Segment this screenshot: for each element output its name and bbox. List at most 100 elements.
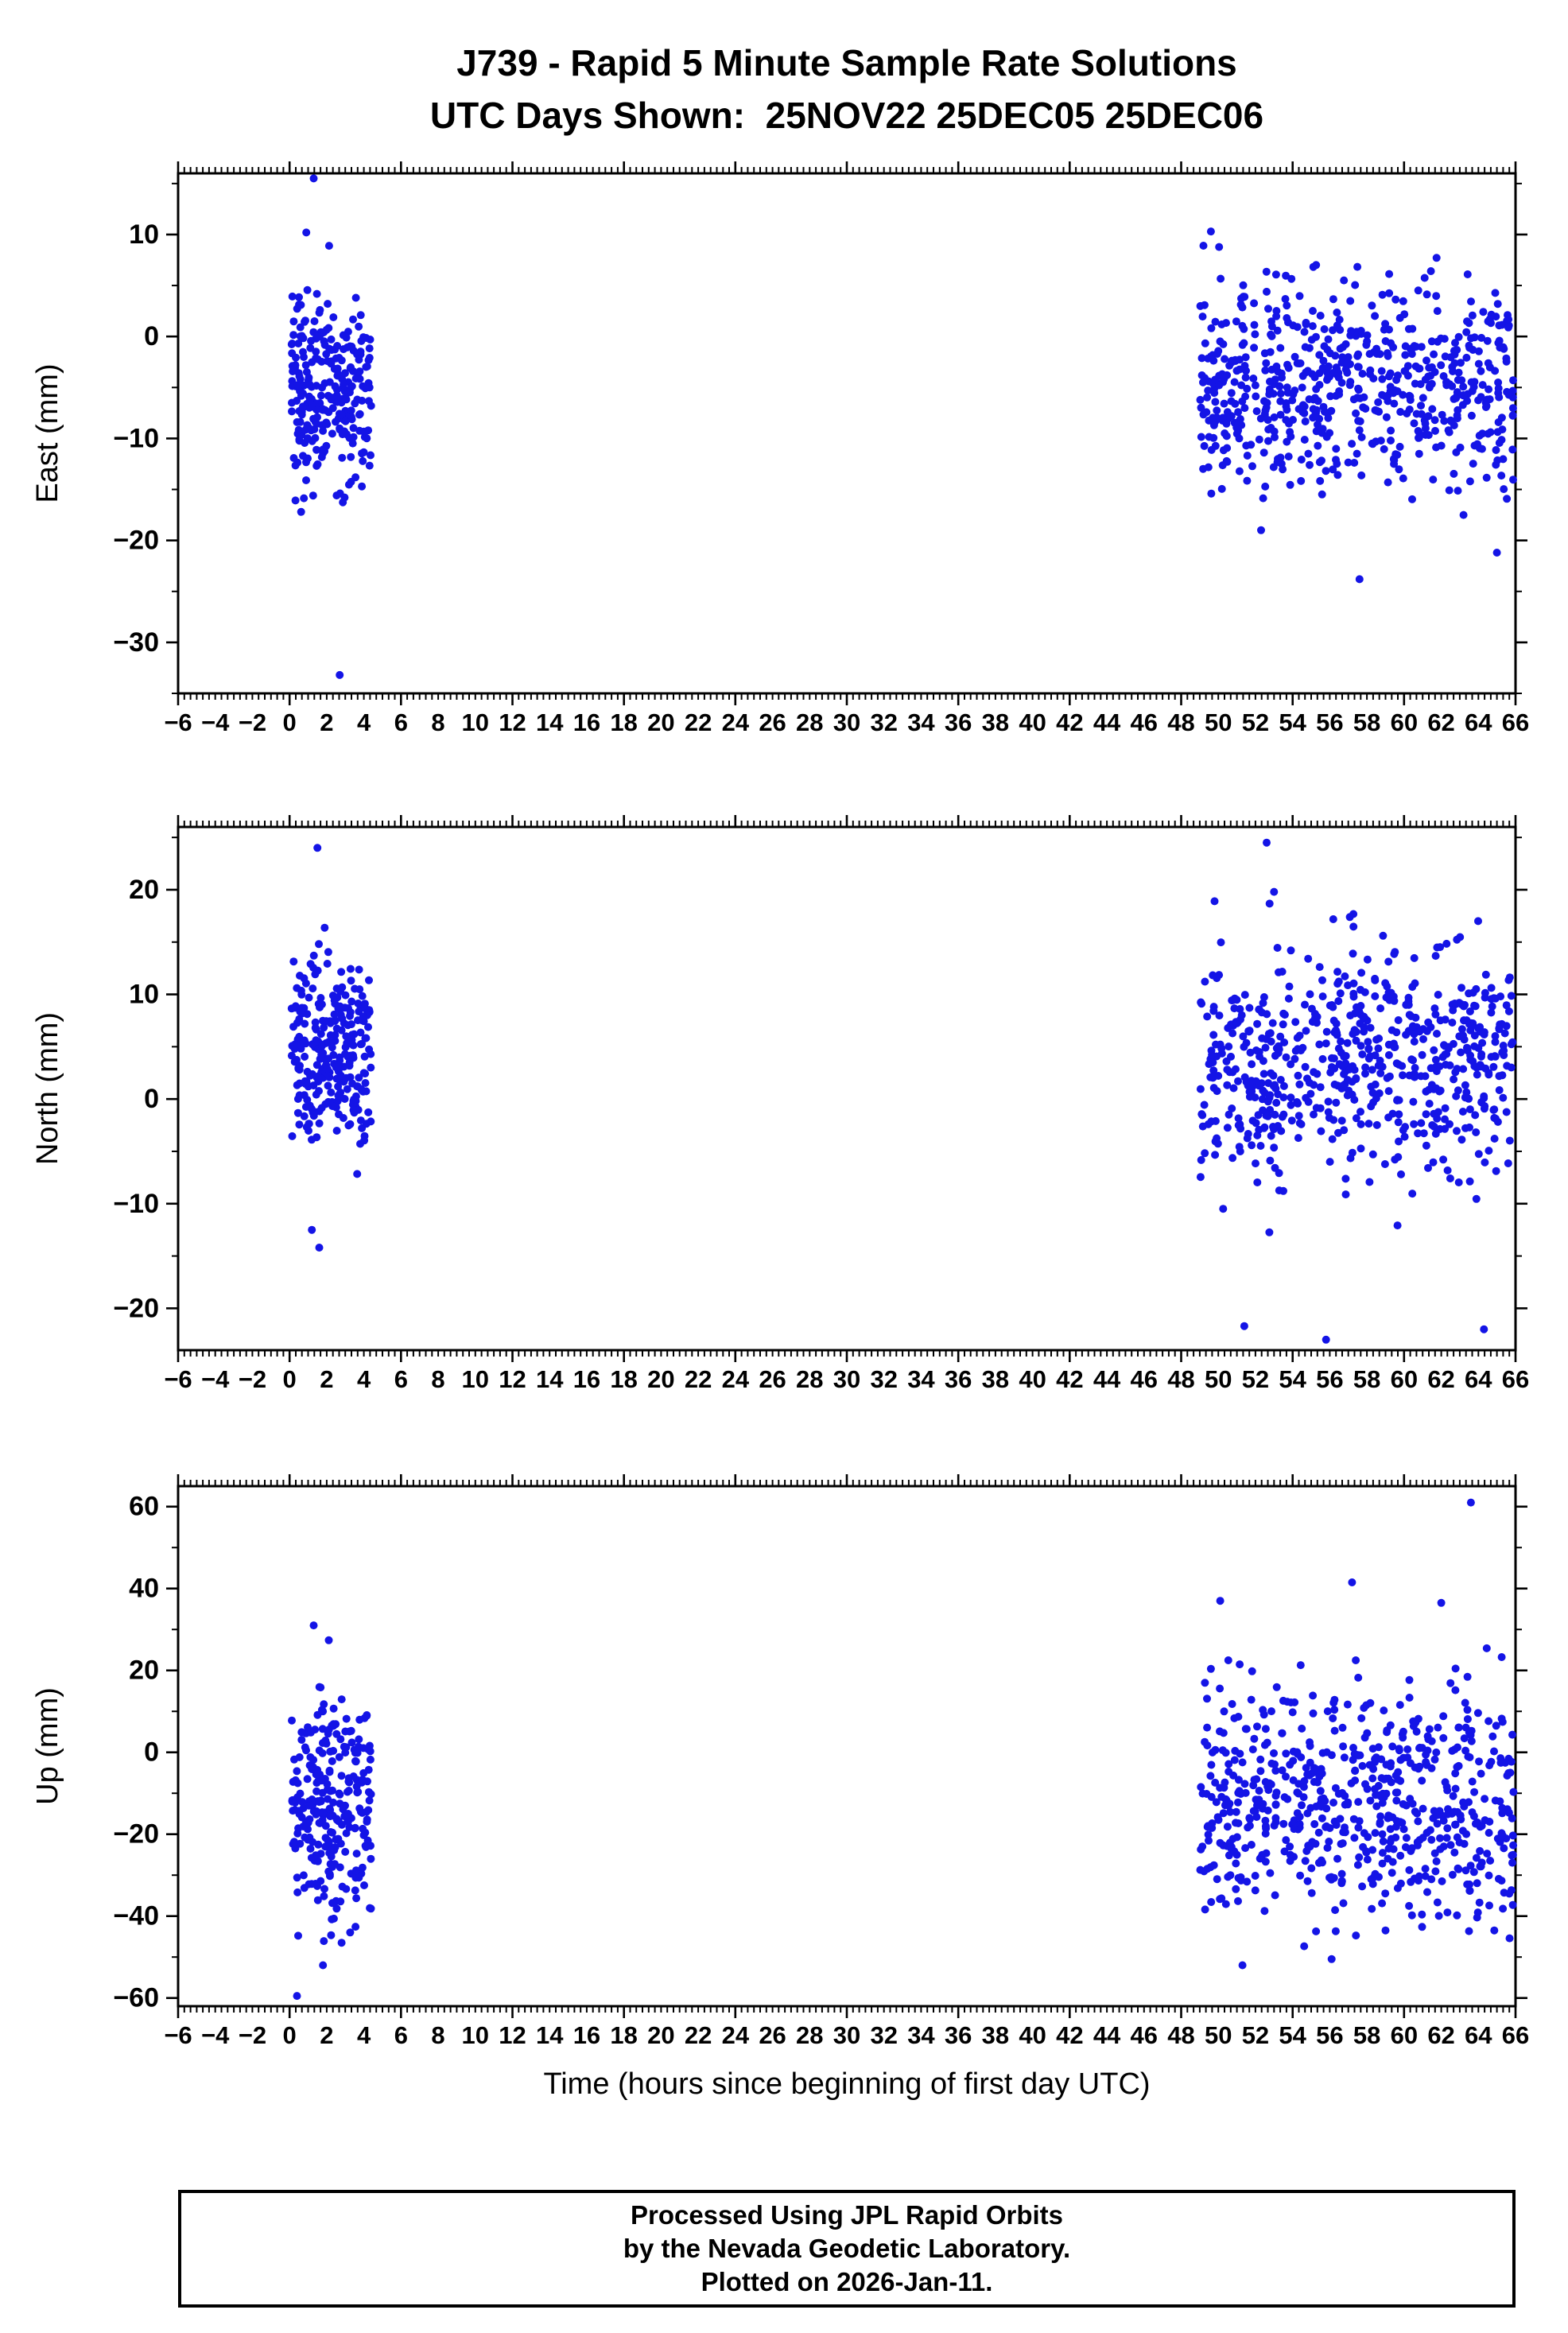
svg-text:30: 30 bbox=[833, 1365, 860, 1393]
svg-text:−10: −10 bbox=[113, 423, 159, 453]
svg-text:62: 62 bbox=[1427, 708, 1454, 736]
svg-text:32: 32 bbox=[870, 708, 897, 736]
svg-text:38: 38 bbox=[982, 1365, 1009, 1393]
svg-text:North (mm): North (mm) bbox=[31, 1012, 64, 1165]
svg-text:12: 12 bbox=[499, 1365, 526, 1393]
svg-text:66: 66 bbox=[1502, 708, 1529, 736]
north-plot: −6 −4 −2 0 2 4 6 8 10 12 14 16 18 20 22 24 26 28 30 32 34 36 3… bbox=[31, 815, 1529, 1393]
svg-text:0: 0 bbox=[144, 1737, 159, 1768]
svg-text:44: 44 bbox=[1093, 2021, 1121, 2049]
svg-text:58: 58 bbox=[1353, 2021, 1380, 2049]
svg-text:56: 56 bbox=[1316, 2021, 1343, 2049]
svg-text:42: 42 bbox=[1056, 708, 1083, 736]
svg-text:2: 2 bbox=[320, 1365, 333, 1393]
svg-text:24: 24 bbox=[722, 1365, 750, 1393]
data-points bbox=[288, 1498, 1518, 2001]
svg-text:20: 20 bbox=[129, 1656, 159, 1686]
svg-text:50: 50 bbox=[1205, 708, 1232, 736]
svg-text:50: 50 bbox=[1205, 1365, 1232, 1393]
svg-text:38: 38 bbox=[982, 708, 1009, 736]
svg-text:36: 36 bbox=[945, 2021, 972, 2049]
svg-text:46: 46 bbox=[1131, 2021, 1158, 2049]
svg-text:66: 66 bbox=[1502, 2021, 1529, 2049]
svg-text:4: 4 bbox=[357, 708, 371, 736]
svg-text:0: 0 bbox=[283, 708, 297, 736]
svg-text:−2: −2 bbox=[239, 2021, 266, 2049]
svg-text:−40: −40 bbox=[113, 1901, 159, 1931]
svg-text:56: 56 bbox=[1316, 708, 1343, 736]
svg-text:30: 30 bbox=[833, 2021, 860, 2049]
svg-text:22: 22 bbox=[685, 708, 712, 736]
svg-text:44: 44 bbox=[1093, 1365, 1121, 1393]
svg-text:−4: −4 bbox=[201, 708, 230, 736]
svg-text:16: 16 bbox=[573, 708, 600, 736]
svg-text:64: 64 bbox=[1465, 1365, 1492, 1393]
svg-text:4: 4 bbox=[357, 1365, 371, 1393]
svg-text:0: 0 bbox=[283, 1365, 297, 1393]
svg-text:14: 14 bbox=[536, 2021, 564, 2049]
svg-text:−30: −30 bbox=[113, 627, 159, 658]
svg-text:42: 42 bbox=[1056, 2021, 1083, 2049]
svg-text:12: 12 bbox=[499, 2021, 526, 2049]
svg-text:−6: −6 bbox=[164, 708, 192, 736]
svg-text:6: 6 bbox=[394, 2021, 408, 2049]
svg-text:20: 20 bbox=[647, 2021, 674, 2049]
svg-text:26: 26 bbox=[759, 708, 786, 736]
svg-text:−2: −2 bbox=[239, 708, 266, 736]
svg-text:58: 58 bbox=[1353, 1365, 1380, 1393]
svg-text:20: 20 bbox=[647, 708, 674, 736]
svg-text:62: 62 bbox=[1427, 2021, 1454, 2049]
svg-text:32: 32 bbox=[870, 2021, 897, 2049]
svg-text:48: 48 bbox=[1167, 2021, 1194, 2049]
svg-text:62: 62 bbox=[1427, 1365, 1454, 1393]
svg-text:−60: −60 bbox=[113, 1983, 159, 2013]
svg-text:Up (mm): Up (mm) bbox=[31, 1687, 64, 1805]
svg-text:4: 4 bbox=[357, 2021, 371, 2049]
svg-text:48: 48 bbox=[1167, 708, 1194, 736]
page-subtitle: UTC Days Shown: 25NOV22 25DEC05 25DEC06 bbox=[429, 95, 1264, 136]
svg-text:38: 38 bbox=[982, 2021, 1009, 2049]
svg-text:60: 60 bbox=[1391, 708, 1418, 736]
svg-text:24: 24 bbox=[722, 2021, 750, 2049]
svg-text:10: 10 bbox=[462, 2021, 489, 2049]
svg-text:10: 10 bbox=[129, 980, 159, 1010]
svg-text:16: 16 bbox=[573, 1365, 600, 1393]
svg-text:0: 0 bbox=[283, 2021, 297, 2049]
svg-text:44: 44 bbox=[1093, 708, 1121, 736]
svg-text:46: 46 bbox=[1131, 708, 1158, 736]
svg-text:10: 10 bbox=[462, 1365, 489, 1393]
svg-text:56: 56 bbox=[1316, 1365, 1343, 1393]
footer-box: Processed Using JPL Rapid Orbits by the … bbox=[178, 2190, 1516, 2308]
svg-text:34: 34 bbox=[907, 2021, 935, 2049]
svg-text:32: 32 bbox=[870, 1365, 897, 1393]
svg-text:14: 14 bbox=[536, 708, 564, 736]
svg-text:52: 52 bbox=[1242, 708, 1269, 736]
east-plot: −6 −4 −2 0 2 4 6 8 10 12 14 16 18 20 22 24 26 28 30 32 34 36 3… bbox=[31, 161, 1529, 736]
axes: −6 −4 −2 0 2 4 6 8 10 12 14 16 18 20 22 24 26 28 30 32 34 36 3… bbox=[31, 161, 1529, 736]
svg-text:40: 40 bbox=[1019, 708, 1046, 736]
svg-text:22: 22 bbox=[685, 1365, 712, 1393]
svg-text:−10: −10 bbox=[113, 1189, 159, 1219]
svg-text:10: 10 bbox=[462, 708, 489, 736]
svg-text:54: 54 bbox=[1279, 708, 1306, 736]
svg-text:26: 26 bbox=[759, 1365, 786, 1393]
svg-text:2: 2 bbox=[320, 2021, 333, 2049]
svg-text:24: 24 bbox=[722, 708, 750, 736]
svg-text:40: 40 bbox=[1019, 2021, 1046, 2049]
svg-text:64: 64 bbox=[1465, 2021, 1492, 2049]
svg-text:50: 50 bbox=[1205, 2021, 1232, 2049]
svg-text:28: 28 bbox=[796, 708, 823, 736]
svg-text:16: 16 bbox=[573, 2021, 600, 2049]
svg-text:−20: −20 bbox=[113, 526, 159, 556]
svg-text:−20: −20 bbox=[113, 1819, 159, 1850]
svg-text:60: 60 bbox=[129, 1492, 159, 1522]
svg-text:34: 34 bbox=[907, 708, 935, 736]
svg-text:6: 6 bbox=[394, 708, 408, 736]
svg-text:64: 64 bbox=[1465, 708, 1492, 736]
svg-text:2: 2 bbox=[320, 708, 333, 736]
svg-text:20: 20 bbox=[647, 1365, 674, 1393]
axes: −6 −4 −2 0 2 4 6 8 10 12 14 16 18 20 22 24 26 28 30 32 34 36 3… bbox=[31, 815, 1529, 1393]
svg-text:−6: −6 bbox=[164, 2021, 192, 2049]
svg-text:18: 18 bbox=[610, 1365, 637, 1393]
